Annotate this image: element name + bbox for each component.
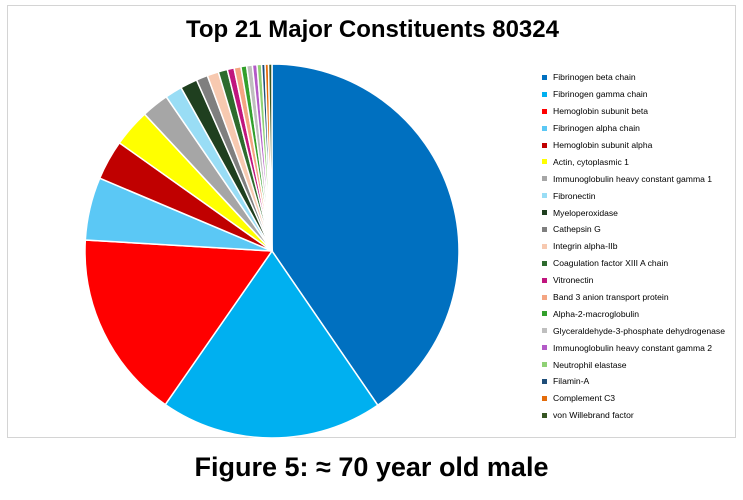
pie-slice-1 — [271, 63, 460, 407]
pie-slice-3 — [84, 239, 274, 406]
legend-swatch — [542, 277, 547, 283]
figure-caption: Figure 5: ≈ 70 year old male — [194, 452, 549, 482]
legend-item-6: Actin, cytoplasmic 1 — [542, 153, 732, 170]
legend-item-15: Alpha-2-macroglobulin — [542, 305, 732, 322]
legend-swatch — [542, 193, 547, 199]
legend-swatch — [542, 345, 547, 351]
legend-item-20: Complement C3 — [542, 390, 732, 407]
legend-item-5: Hemoglobin subunit alpha — [542, 137, 732, 154]
legend-item-14: Band 3 anion transport protein — [542, 289, 732, 306]
legend-label: Complement C3 — [553, 393, 616, 404]
legend-label: Coagulation factor XIII A chain — [553, 258, 669, 269]
legend-label: Hemoglobin subunit alpha — [553, 140, 653, 150]
legend-swatch — [542, 412, 547, 418]
legend-item-4: Fibrinogen alpha chain — [542, 120, 732, 137]
chart-title: Top 21 Major Constituents 80324 — [186, 16, 559, 43]
legend-swatch — [542, 125, 547, 131]
legend-item-7: Immunoglobulin heavy constant gamma 1 — [542, 170, 732, 187]
legend-item-16: Glyceraldehyde-3-phosphate dehydrogenase — [542, 322, 732, 339]
legend-swatch — [542, 226, 547, 232]
legend-swatch — [542, 210, 547, 216]
legend-label: Myeloperoxidase — [553, 207, 618, 218]
pie-slice-2 — [164, 249, 379, 439]
legend-label: Immunoglobulin heavy constant gamma 1 — [553, 173, 713, 184]
legend-swatch — [542, 328, 547, 334]
legend-item-21: von Willebrand factor — [542, 407, 732, 424]
legend-label: Cathepsin G — [553, 224, 601, 235]
legend-item-8: Fibronectin — [542, 187, 732, 204]
legend-item-17: Immunoglobulin heavy constant gamma 2 — [542, 339, 732, 356]
legend-item-13: Vitronectin — [542, 272, 732, 289]
legend-swatch — [542, 294, 547, 300]
legend-swatch — [542, 243, 547, 249]
legend-swatch — [542, 108, 547, 114]
pie-chart — [84, 63, 460, 439]
legend-label: Neutrophil elastase — [553, 359, 627, 370]
legend-item-12: Coagulation factor XIII A chain — [542, 255, 732, 272]
legend-swatch — [542, 311, 547, 317]
legend-item-3: Hemoglobin subunit beta — [542, 103, 732, 120]
legend-swatch — [542, 362, 547, 368]
legend-item-11: Integrin alpha-IIb — [542, 238, 732, 255]
legend-label: Alpha-2-macroglobulin — [553, 308, 639, 319]
legend-label: Fibrinogen alpha chain — [553, 123, 640, 134]
legend-swatch — [542, 142, 547, 148]
legend-swatch — [542, 378, 547, 384]
legend-label: Fibrinogen beta chain — [553, 72, 636, 83]
chart-frame: Top 21 Major Constituents 80324 Fibrinog… — [7, 5, 736, 439]
legend-item-1: Fibrinogen beta chain — [542, 69, 732, 86]
legend: Fibrinogen beta chain Fibrinogen gamma ch… — [542, 69, 732, 424]
legend-swatch — [542, 260, 547, 266]
legend-label: Hemoglobin subunit beta — [553, 106, 649, 117]
legend-item-10: Cathepsin G — [542, 221, 732, 238]
legend-swatch — [542, 91, 547, 97]
legend-swatch — [542, 74, 547, 80]
legend-label: Filamin-A — [553, 376, 590, 387]
legend-item-2: Fibrinogen gamma chain — [542, 86, 732, 103]
legend-swatch — [542, 159, 547, 165]
legend-label: Fibronectin — [553, 190, 596, 201]
legend-item-9: Myeloperoxidase — [542, 204, 732, 221]
pie-slice-21 — [267, 63, 273, 252]
legend-label: Vitronectin — [553, 275, 594, 286]
legend-swatch — [542, 176, 547, 182]
legend-label: Band 3 anion transport protein — [553, 292, 669, 303]
legend-item-18: Neutrophil elastase — [542, 356, 732, 373]
legend-label: Glyceraldehyde-3-phosphate dehydrogenase — [553, 325, 725, 336]
legend-label: von Willebrand factor — [553, 410, 634, 421]
legend-label: Immunoglobulin heavy constant gamma 2 — [553, 342, 713, 353]
legend-label: Integrin alpha-IIb — [553, 241, 618, 252]
legend-swatch — [542, 395, 547, 401]
legend-label: Fibrinogen gamma chain — [553, 89, 648, 100]
legend-label: Actin, cytoplasmic 1 — [553, 156, 629, 167]
legend-item-19: Filamin-A — [542, 373, 732, 390]
